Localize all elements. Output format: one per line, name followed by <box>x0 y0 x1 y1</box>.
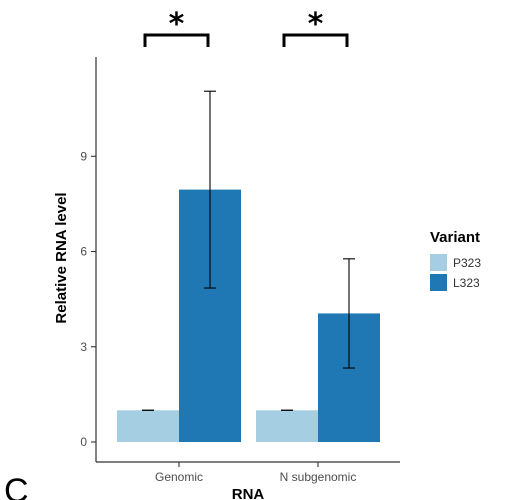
legend-items: P323 L323 <box>430 254 481 291</box>
legend: Variant P323 L323 <box>430 229 481 291</box>
significance-bracket <box>143 33 210 47</box>
y-tick-label: 9 <box>80 149 87 163</box>
bar-p323-n-subgenomic <box>256 410 318 442</box>
error-bars-layer <box>142 90 355 411</box>
significance-star: * <box>308 7 324 42</box>
y-ticks-layer: 0 3 6 9 <box>80 149 96 449</box>
y-axis-title: Relative RNA level <box>53 192 70 323</box>
x-tick-label: Genomic <box>155 470 203 484</box>
legend-label-p323: P323 <box>453 256 481 270</box>
legend-title: Variant <box>430 229 480 246</box>
x-axis-title: RNA <box>232 486 265 500</box>
significance-star: * <box>169 7 185 42</box>
error-bar-l323-n-subgenomic <box>343 258 355 369</box>
error-bar-l323-genomic <box>204 90 216 289</box>
legend-swatch-p323 <box>430 254 447 271</box>
legend-label-l323: L323 <box>453 276 480 290</box>
y-tick-label: 6 <box>80 245 87 259</box>
significance-layer: * * <box>143 7 349 47</box>
panel-letter: C <box>4 472 29 500</box>
legend-swatch-l323 <box>430 274 447 291</box>
bar-p323-genomic <box>117 410 179 442</box>
bars-layer <box>117 189 380 442</box>
significance-bracket <box>282 33 349 47</box>
x-ticks-layer: Genomic N subgenomic <box>155 462 356 484</box>
x-tick-label: N subgenomic <box>280 470 357 484</box>
y-tick-label: 3 <box>80 340 87 354</box>
y-tick-label: 0 <box>80 435 87 449</box>
